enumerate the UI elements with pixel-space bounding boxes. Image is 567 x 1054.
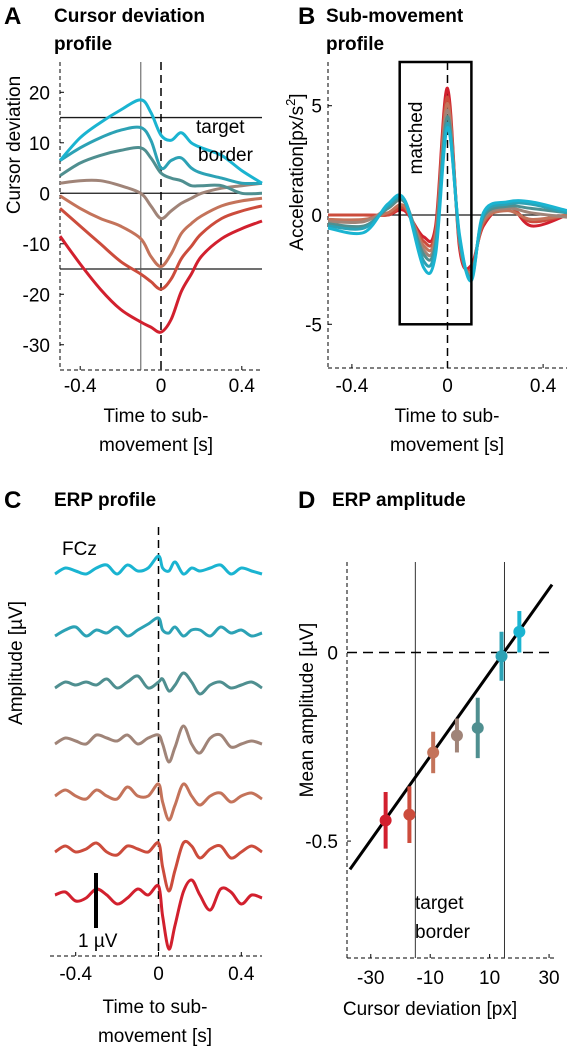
panel-b-matched-label: matched	[406, 102, 427, 175]
panel-b-xtick-label: -0.4	[336, 376, 369, 397]
panel-b-title-line2: profile	[326, 34, 384, 55]
panel-b-xlabel-line2: movement [s]	[390, 435, 504, 456]
panel-c-title: ERP profile	[54, 490, 156, 511]
panel-d-title: ERP amplitude	[332, 490, 466, 511]
panel-c-series-line	[54, 671, 263, 696]
panel-a-xlabel-line1: Time to sub-	[104, 406, 209, 427]
panel-a-ylabel: Cursor deviation	[4, 76, 25, 214]
panel-b-label: B	[298, 3, 315, 30]
panel-a-ytick-label: -30	[23, 336, 50, 357]
panel-a-ytick-label: -10	[23, 235, 50, 256]
panel-a-ytick-label: 20	[29, 83, 50, 104]
panel-b-series-line	[327, 126, 567, 283]
panel-c-scale-label: 1 µV	[78, 931, 118, 952]
panel-c-xtick-label: 0	[153, 964, 164, 985]
panel-d-label: D	[298, 487, 315, 514]
panel-a-series	[58, 98, 263, 334]
panel-b-xtick-label: 0	[442, 376, 453, 397]
panel-a-label: A	[4, 3, 21, 30]
panel-c: C ERP profile Amplitude [µV] FCz -0.4 0 0.…	[4, 487, 263, 1047]
panel-c-xtick-label: 0.4	[228, 964, 255, 985]
panel-a-border-label: border	[198, 145, 254, 166]
panel-a: A Cursor deviation profile Cursor deviat…	[4, 3, 263, 456]
panel-d-data-point	[403, 808, 416, 821]
panel-d-ylabel: Mean amplitude [µV]	[297, 623, 318, 798]
panel-b-ytick-label: 0	[311, 206, 322, 227]
panel-c-xtick-label: -0.4	[59, 964, 92, 985]
panel-d-target-label: target	[415, 893, 464, 914]
panel-a-target-label: target	[196, 117, 245, 138]
panel-c-ylabel: Amplitude [µV]	[6, 601, 27, 725]
panel-d-xtick-label: 30	[538, 968, 559, 989]
panel-b: B Sub-movement profile Acceleration[px/s…	[283, 3, 567, 456]
panel-d: D ERP amplitude Mean amplitude [µV] -0.5…	[297, 487, 560, 1020]
panel-c-series-line	[54, 554, 263, 576]
panel-d-data-point	[427, 746, 440, 759]
panel-a-xlabel-line2: movement [s]	[99, 435, 213, 456]
panel-b-box-rect	[398, 60, 473, 326]
panel-b-series-line	[327, 115, 567, 279]
panel-c-x-ticks: -0.4 0 0.4	[59, 952, 255, 985]
panel-d-data-point	[379, 814, 392, 827]
panel-d-ytick-label: 0	[327, 644, 338, 665]
panel-c-label: C	[4, 487, 21, 514]
panel-d-ytick-label: -0.5	[305, 832, 338, 853]
panel-b-ytick-label: 5	[311, 97, 322, 118]
panel-b-ylabel: Acceleration[px/s2]	[283, 93, 308, 250]
panel-a-xtick-label: -0.4	[64, 376, 97, 397]
panel-c-series-line	[54, 616, 263, 638]
panel-a-title-line1: Cursor deviation	[54, 6, 205, 27]
panel-c-series-line	[54, 839, 263, 893]
panel-a-xtick-label: 0.4	[229, 376, 256, 397]
panel-d-xlabel: Cursor deviation [px]	[343, 999, 517, 1020]
panel-a-series-line	[59, 194, 263, 268]
panel-a-ytick-label: 10	[29, 134, 50, 155]
panel-d-data-point	[495, 650, 508, 663]
panel-b-matched-box	[398, 60, 473, 326]
panel-a-xtick-label: 0	[156, 376, 167, 397]
panel-c-xlabel-line2: movement [s]	[98, 1026, 212, 1047]
panel-d-xtick-label: -30	[357, 968, 384, 989]
panel-b-ytick-label: -5	[305, 315, 322, 336]
panel-b-series-line	[327, 121, 567, 281]
panel-c-series	[54, 554, 263, 951]
panel-a-series-line	[59, 125, 263, 186]
panel-a-series-line	[58, 219, 263, 334]
panel-d-data-point	[513, 625, 526, 638]
panel-d-x-ticks: -30 -10 10 30	[357, 954, 560, 989]
panel-a-ytick-label: 0	[39, 184, 50, 205]
panel-a-ytick-label: -20	[23, 285, 50, 306]
panel-a-series-line	[59, 178, 263, 221]
panel-a-title-line2: profile	[54, 34, 112, 55]
panel-b-series-line	[327, 101, 567, 275]
panel-d-points	[379, 611, 526, 849]
panel-b-x-ticks: -0.4 0 0.4	[336, 364, 557, 397]
panel-a-y-ticks: -30 -20 -10 0 10 20	[23, 83, 64, 357]
panel-a-reference-lines	[60, 62, 262, 370]
panel-b-series	[327, 86, 567, 283]
panel-d-data-point	[450, 729, 463, 742]
panel-b-xlabel-line1: Time to sub-	[395, 406, 500, 427]
panel-d-reference-lines	[347, 562, 555, 958]
panel-a-series-line	[58, 98, 263, 185]
panel-c-xlabel-line1: Time to sub-	[103, 997, 208, 1018]
panel-b-xtick-label: 0.4	[530, 376, 557, 397]
panel-d-xtick-label: 10	[479, 968, 500, 989]
panel-a-series-line	[59, 146, 263, 196]
panel-c-series-line	[54, 878, 263, 951]
panel-c-channel-label: FCz	[62, 539, 97, 560]
panel-c-series-line	[54, 782, 263, 822]
panel-d-xtick-label: -10	[416, 968, 443, 989]
panel-d-border-label: border	[415, 922, 471, 943]
panel-b-title-line1: Sub-movement	[326, 6, 464, 27]
panel-a-x-ticks: -0.4 0 0.4	[64, 366, 256, 397]
panel-d-data-point	[471, 721, 484, 734]
panel-c-series-line	[54, 724, 263, 764]
panel-a-series-line	[59, 204, 263, 291]
